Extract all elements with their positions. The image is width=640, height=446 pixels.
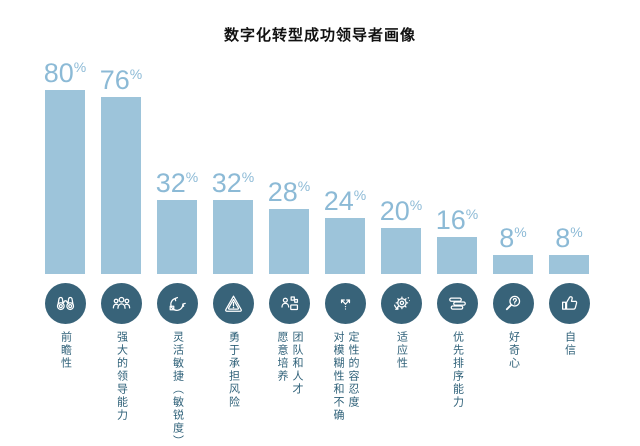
people-gear-icon [280,296,298,311]
agile-cycle-icon [169,296,186,311]
icon-badge [548,283,590,324]
gear-sync-icon [393,296,410,310]
category-label: 强大的领导能力 [115,331,128,422]
percent-label: 76% [99,65,143,96]
category-label: 适应性 [395,331,408,370]
bar-column: 32% 灵活敏捷（敏锐度） [149,54,205,446]
icon-badge [212,283,254,324]
icon-badge [324,283,366,324]
warning-triangle-icon [224,295,242,312]
percent-label: 32% [155,167,199,198]
percent-label: 80% [43,58,87,88]
category-label: 自信 [563,331,576,357]
bar [325,218,365,274]
category-label: 灵活敏捷（敏锐度） [171,331,184,446]
percent-label: 8% [555,223,583,254]
bar-chart: 80% 前瞻性 76% [37,54,603,446]
page-title: 数字化转型成功领导者画像 [223,27,416,44]
bar-column: 28% 愿意培养 团队和人才 [261,54,317,446]
bar [437,236,477,274]
bar [45,90,85,274]
percent-label: 28% [267,176,311,207]
percent-label: 8% [499,223,527,254]
icon-badge [436,283,478,324]
bar-column: 8% 自信 [541,54,597,446]
category-label: 愿意培养 团队和人才 [276,331,303,396]
stacked-list-icon [448,297,466,310]
icon-badge [492,283,534,324]
bar [213,199,253,274]
category-label: 勇于承担风险 [227,331,240,409]
bar [101,97,141,274]
thumbs-up-icon [561,296,577,310]
bar [269,208,309,274]
bar [549,255,589,274]
bar-column: 76% 强大的领导能力 [93,54,149,446]
icon-badge [268,283,310,324]
icon-badge [156,283,198,324]
bar [493,255,533,274]
bar-column: 32% 勇于承担风险 [205,54,261,446]
bar-column: 8% 好奇心 [485,54,541,446]
category-label: 对模糊性和不确 定性的容忍度 [332,331,359,422]
bar [381,227,421,274]
percent-label: 16% [435,204,479,235]
team-icon [112,296,130,309]
icon-badge [44,283,86,324]
percent-label: 32% [211,167,255,198]
bar-column: 80% 前瞻性 [37,54,93,446]
category-label: 优先排序能力 [451,331,464,409]
binoculars-icon [56,296,74,311]
category-label: 前瞻性 [59,331,72,370]
category-label: 好奇心 [507,331,520,370]
bar-column: 16% 优先排序能力 [429,54,485,446]
bar-column: 24% 对模糊性和不确 定性的容忍度 [317,54,373,446]
magnifier-question-icon [505,295,520,311]
percent-label: 24% [323,186,367,217]
bar-column: 20% 适应性 [373,54,429,446]
bar [157,199,197,274]
percent-label: 20% [379,195,423,226]
icon-badge [100,283,142,324]
diverging-arrows-icon [340,299,350,310]
icon-badge [380,283,422,324]
